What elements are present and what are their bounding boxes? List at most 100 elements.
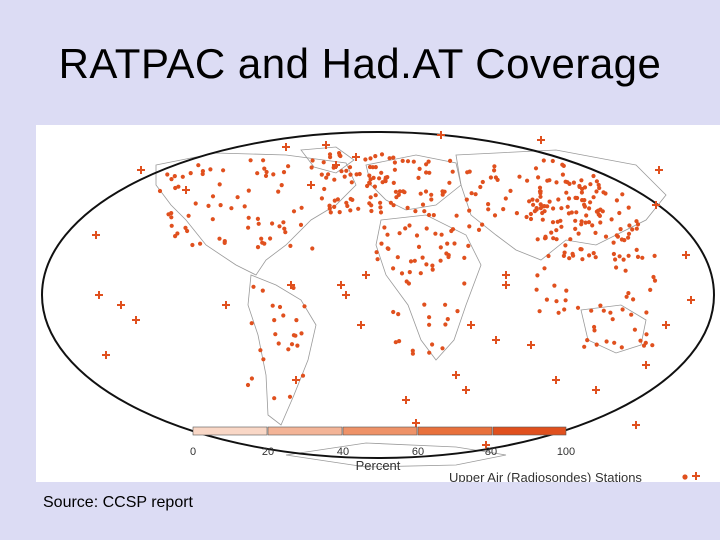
station-dot (585, 338, 590, 343)
station-dot (609, 217, 614, 222)
station-dot (564, 288, 569, 293)
station-dot (229, 206, 234, 211)
station-dot (626, 205, 631, 210)
station-dot (544, 297, 549, 302)
station-dot (169, 223, 174, 228)
station-dot (635, 222, 641, 227)
station-dot (570, 251, 575, 256)
station-dot (373, 154, 378, 159)
legend-ticks: 0 20 40 60 80 100 (190, 446, 575, 458)
station-dot (319, 196, 324, 201)
station-dot (554, 180, 559, 185)
station-plus (182, 186, 190, 194)
station-dot (575, 195, 580, 201)
station-dot (261, 158, 266, 163)
station-dot (393, 340, 398, 345)
station-dot (412, 258, 417, 263)
station-dot (411, 159, 416, 164)
station-dot (418, 191, 423, 196)
station-dot (538, 194, 543, 199)
station-plus (552, 376, 560, 384)
station-dot (248, 158, 253, 163)
station-dot (286, 347, 291, 352)
station-dot (176, 184, 181, 189)
station-dot (347, 165, 353, 170)
station-dot (208, 167, 213, 172)
station-dot (375, 257, 380, 262)
station-dot (332, 204, 337, 209)
station-dot (614, 198, 620, 203)
station-dot (593, 230, 598, 235)
station-dot (579, 247, 584, 252)
station-dot (298, 222, 304, 227)
station-dot (450, 169, 455, 174)
station-dot (503, 196, 508, 201)
station-dot (554, 228, 559, 233)
station-dot (626, 235, 631, 240)
station-dot (221, 168, 226, 173)
station-dot (322, 186, 327, 192)
station-dot (632, 327, 638, 332)
station-dot (594, 179, 600, 184)
station-dot (180, 174, 185, 179)
station-dot (612, 340, 617, 345)
station-plus (342, 291, 350, 299)
station-dot (300, 373, 306, 378)
station-dot (588, 182, 593, 187)
station-dot (391, 155, 396, 160)
station-dot (535, 198, 540, 203)
station-dot (604, 339, 609, 344)
station-dot (591, 195, 596, 200)
station-plus (452, 371, 460, 379)
station-plus (412, 419, 420, 427)
station-dot (309, 165, 314, 170)
station-dot (173, 185, 178, 191)
station-dot (593, 255, 598, 260)
station-dot (630, 227, 635, 232)
station-dot (337, 210, 342, 215)
station-dot (369, 203, 374, 208)
station-dot (562, 250, 567, 255)
station-plus (95, 291, 103, 299)
continent-outlines (155, 146, 667, 468)
station-plus (322, 141, 330, 149)
station-dot (396, 192, 401, 197)
station-dot (391, 203, 396, 208)
legend-tick-label: 20 (262, 446, 274, 458)
station-dot (262, 166, 267, 171)
station-dot (294, 318, 299, 323)
legend-color-bin (192, 426, 268, 436)
station-dot (277, 304, 283, 310)
station-dot (440, 192, 445, 197)
station-dot (582, 204, 588, 209)
station-plus (527, 341, 535, 349)
station-dot (388, 200, 393, 205)
station-dot (644, 332, 649, 337)
station-dot (424, 262, 429, 267)
station-dot (183, 225, 188, 230)
station-dot (427, 350, 432, 355)
station-dot (626, 291, 631, 296)
station-dot (374, 250, 379, 255)
station-dot (537, 185, 543, 190)
station-dot (440, 346, 445, 351)
station-dot (387, 156, 392, 161)
station-dot (401, 189, 406, 194)
station-dot (169, 215, 174, 220)
station-dot (403, 226, 408, 231)
station-dot (611, 251, 617, 257)
station-dot (443, 302, 448, 307)
station-plus (132, 316, 140, 324)
station-plus (337, 281, 345, 289)
station-dot (242, 204, 247, 209)
station-dot (576, 231, 581, 236)
station-plus (362, 271, 370, 279)
station-dot (486, 207, 491, 212)
station-dot (541, 204, 546, 209)
station-dot (540, 217, 545, 222)
station-dot (454, 213, 459, 218)
dot-icon (682, 474, 688, 480)
station-dot (467, 224, 472, 229)
station-dot (328, 210, 333, 215)
station-dot (550, 220, 556, 225)
